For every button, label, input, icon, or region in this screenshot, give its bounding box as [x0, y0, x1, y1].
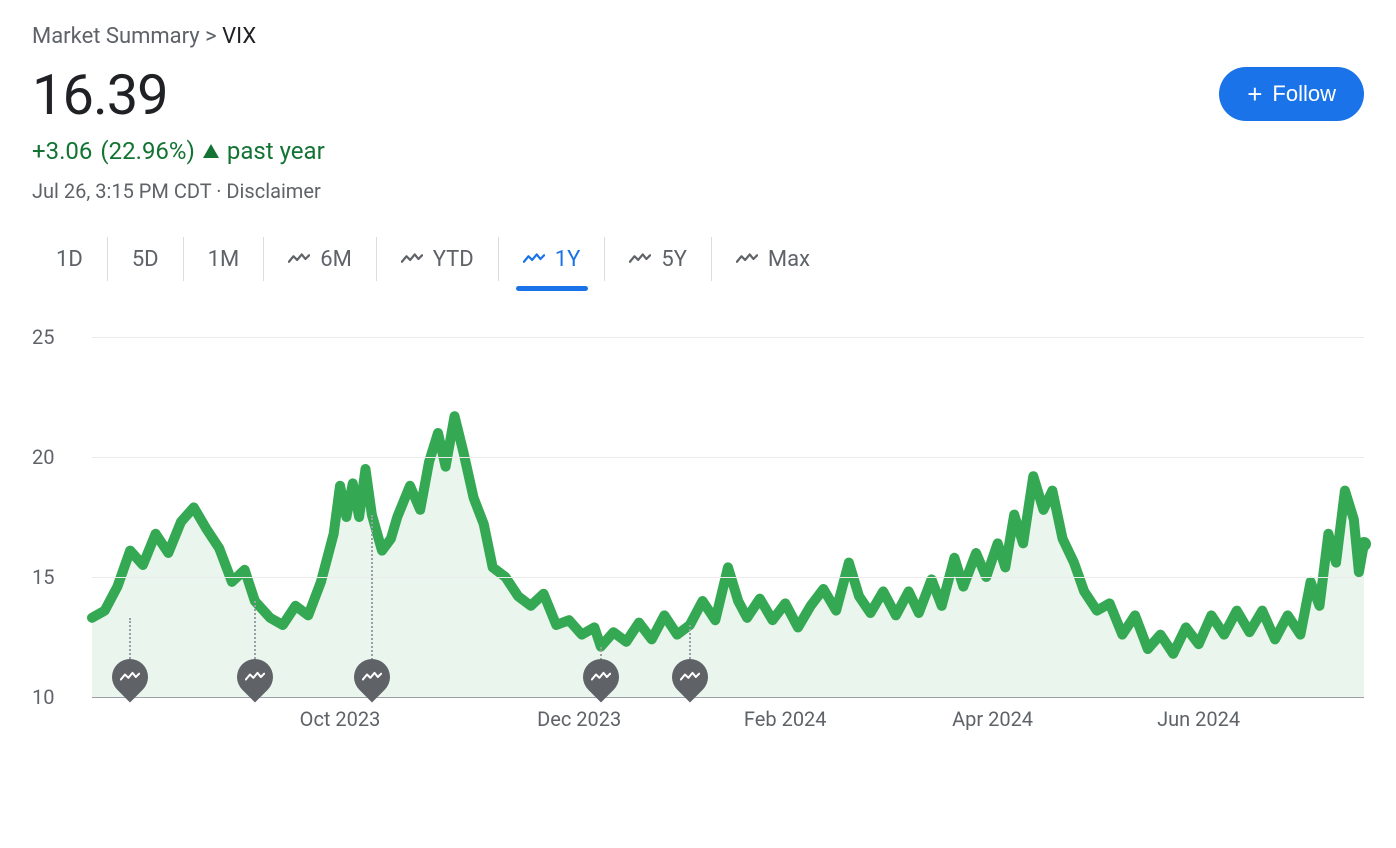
follow-label: Follow	[1272, 81, 1336, 107]
change-absolute: +3.06	[32, 137, 92, 165]
tab-5d[interactable]: 5D	[107, 237, 183, 281]
event-marker-stem	[254, 601, 256, 663]
trend-icon	[591, 670, 611, 684]
x-axis-tick: Feb 2024	[744, 707, 827, 731]
breadcrumb-symbol: VIX	[222, 24, 256, 49]
tab-label: 1M	[208, 247, 240, 272]
tab-1m[interactable]: 1M	[183, 237, 264, 281]
meta-line: Jul 26, 3:15 PM CDT · Disclaimer	[32, 179, 325, 203]
tab-label: 6M	[320, 247, 352, 272]
tab-label: 5Y	[661, 247, 687, 272]
follow-button[interactable]: + Follow	[1219, 67, 1364, 121]
tab-6m[interactable]: 6M	[263, 237, 376, 281]
tab-label: 5D	[132, 247, 159, 272]
line-chart-svg	[92, 337, 1364, 697]
range-tabs: 1D 5D 1M 6M YTD 1Y 5Y Max	[32, 237, 1364, 281]
change-line: +3.06 (22.96%) past year	[32, 137, 325, 165]
event-marker-stem	[129, 618, 131, 663]
plus-icon: +	[1247, 81, 1262, 107]
y-axis-tick: 15	[32, 565, 54, 589]
price-block: 16.39 +3.06 (22.96%) past year Jul 26, 3…	[32, 67, 325, 203]
event-marker-stem	[371, 515, 373, 663]
change-period: past year	[227, 137, 325, 165]
tab-label: YTD	[433, 247, 474, 272]
x-axis-tick: Oct 2023	[300, 707, 381, 731]
y-axis-tick: 20	[32, 445, 54, 469]
chart-area: 10152025 Oct 2023Dec 2023Feb 2024Apr 202…	[32, 337, 1364, 737]
trend-icon	[736, 252, 758, 266]
x-axis-tick: Jun 2024	[1157, 707, 1240, 731]
breadcrumb: Market Summary > VIX	[32, 24, 1364, 49]
trend-icon	[245, 670, 265, 684]
tab-1d[interactable]: 1D	[32, 237, 107, 281]
gridline	[92, 457, 1364, 458]
tab-max[interactable]: Max	[711, 237, 834, 281]
trend-icon	[629, 252, 651, 266]
chart-plot[interactable]	[92, 337, 1364, 697]
trend-icon	[401, 252, 423, 266]
trend-icon	[288, 252, 310, 266]
tab-label: Max	[768, 247, 810, 272]
chart-end-dot	[1357, 537, 1371, 551]
tab-label: 1D	[56, 247, 83, 272]
price-value: 16.39	[32, 67, 325, 123]
x-axis-tick: Dec 2023	[537, 707, 621, 731]
breadcrumb-sep: >	[205, 24, 217, 49]
trend-icon	[120, 670, 140, 684]
tab-5y[interactable]: 5Y	[604, 237, 711, 281]
breadcrumb-prefix[interactable]: Market Summary	[32, 24, 200, 49]
trend-icon	[523, 252, 545, 266]
trend-icon	[362, 670, 382, 684]
trend-icon	[680, 670, 700, 684]
y-axis-tick: 10	[32, 685, 54, 709]
arrow-up-icon	[203, 144, 219, 158]
tab-label: 1Y	[555, 247, 581, 272]
gridline	[92, 577, 1364, 578]
gridline	[92, 337, 1364, 338]
tab-ytd[interactable]: YTD	[376, 237, 498, 281]
header-row: 16.39 +3.06 (22.96%) past year Jul 26, 3…	[32, 67, 1364, 203]
y-axis-tick: 25	[32, 325, 54, 349]
tab-1y[interactable]: 1Y	[498, 237, 605, 281]
disclaimer-link[interactable]: Disclaimer	[226, 179, 320, 203]
gridline	[92, 697, 1364, 698]
x-axis-tick: Apr 2024	[952, 707, 1033, 731]
y-axis-labels: 10152025	[32, 337, 82, 697]
timestamp: Jul 26, 3:15 PM CDT	[32, 179, 211, 203]
meta-sep: ·	[216, 179, 221, 203]
x-axis-labels: Oct 2023 Dec 2023 Feb 2024 Apr 2024 Jun 2024	[92, 707, 1364, 737]
event-marker-stem	[689, 625, 691, 663]
change-percent: (22.96%)	[100, 137, 194, 165]
